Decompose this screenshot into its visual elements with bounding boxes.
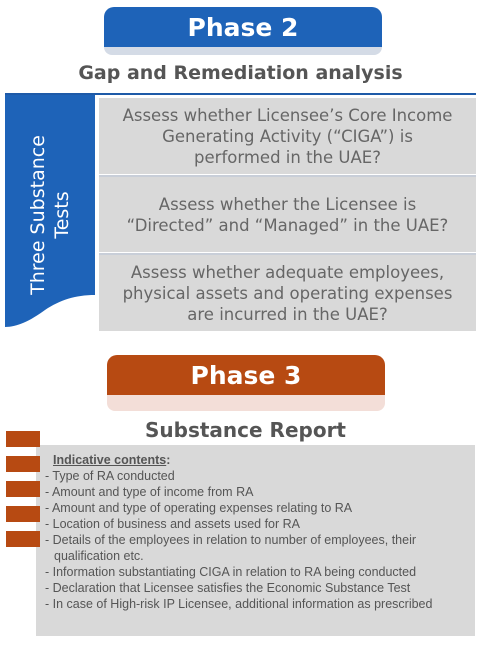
- report-contents-box: [36, 445, 475, 636]
- substance-report-title: Substance Report: [145, 418, 346, 442]
- test-separator: [99, 175, 476, 177]
- test-box-ciga: Assess whether Licensee’s Core Income Ge…: [99, 98, 476, 174]
- side-tab-label-line2: Tests: [51, 191, 74, 239]
- orange-marker: [6, 431, 40, 447]
- substance-tests-side-tab: Three Substance Tests: [5, 95, 95, 327]
- phase-3-banner: Phase 3: [107, 355, 385, 411]
- orange-marker: [6, 481, 40, 497]
- test-separator: [99, 253, 476, 255]
- side-tab-shape: [5, 95, 95, 327]
- report-contents-list: Indicative contents: - Type of RA conduc…: [42, 452, 472, 612]
- list-item: - Type of RA conducted: [45, 469, 175, 483]
- orange-marker: [6, 531, 40, 547]
- phase-2-banner: Phase 2: [104, 7, 382, 55]
- test-text-line: “Directed” and “Managed” in the UAE?: [126, 215, 449, 235]
- test-text-line: Assess whether Licensee’s Core Income: [122, 105, 453, 125]
- test-text-line: Generating Activity (“CIGA”) is: [162, 126, 413, 146]
- test-box-adequacy: Assess whether adequate employees, physi…: [99, 255, 476, 331]
- orange-marker: [6, 506, 40, 522]
- test-text-line: Assess whether adequate employees,: [130, 262, 445, 282]
- phase-2-title: Phase 2: [104, 7, 382, 47]
- list-item: - Location of business and assets used f…: [45, 517, 301, 531]
- test-text-line: Assess whether the Licensee is: [158, 194, 417, 214]
- divider-line: [5, 93, 476, 95]
- list-item: - Information substantiating CIGA in rel…: [45, 565, 417, 579]
- test-box-directed-managed: Assess whether the Licensee is “Directed…: [99, 177, 476, 252]
- list-item: - Amount and type of income from RA: [45, 485, 254, 499]
- side-tab-label-line1: Three Substance: [27, 135, 50, 295]
- list-item: - Amount and type of operating expenses …: [45, 501, 353, 515]
- test-text-line: performed in the UAE?: [194, 147, 381, 167]
- report-heading: Indicative contents:: [53, 453, 171, 467]
- gap-remediation-title: Gap and Remediation analysis: [78, 62, 403, 84]
- side-tab-label: Three Substance Tests: [21, 115, 79, 315]
- list-item: - In case of High-risk IP Licensee, addi…: [45, 597, 433, 611]
- list-item: - Declaration that Licensee satisfies th…: [45, 581, 411, 595]
- list-item: - Details of the employees in relation t…: [45, 533, 417, 563]
- phase-3-title: Phase 3: [107, 355, 385, 395]
- test-text-line: are incurred in the UAE?: [187, 304, 388, 324]
- orange-marker: [6, 456, 40, 472]
- test-text-line: physical assets and operating expenses: [122, 283, 453, 303]
